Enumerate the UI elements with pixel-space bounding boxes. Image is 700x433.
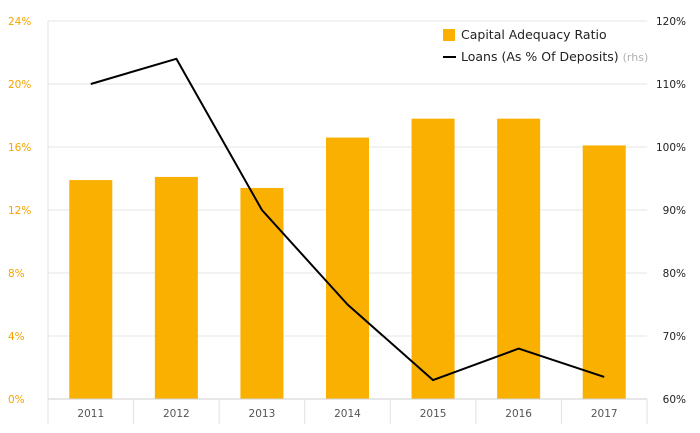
legend-label-rhs: (rhs) [623, 51, 649, 64]
y-right-tick-label: 70% [663, 331, 686, 343]
x-tick-label: 2011 [77, 408, 104, 420]
bar-series-layer [69, 118, 626, 400]
y-left-tick-label: 16% [8, 142, 31, 154]
bar-capital-adequacy-ratio [411, 118, 455, 400]
legend-label-loans-name: Loans (As % Of Deposits) [461, 49, 619, 64]
y-left-tick-label: 20% [8, 79, 31, 91]
x-tick-label: 2014 [334, 408, 361, 420]
x-tick-label: 2015 [420, 408, 447, 420]
bar-capital-adequacy-ratio [154, 176, 198, 399]
y-left-tick-label: 12% [8, 205, 31, 217]
y-left-tick-label: 4% [8, 331, 25, 343]
y-right-tick-label: 90% [663, 205, 686, 217]
bar-capital-adequacy-ratio [69, 180, 113, 399]
y-left-tick-label: 24% [8, 16, 31, 28]
y-left-tick-label: 8% [8, 268, 25, 280]
bar-capital-adequacy-ratio [582, 145, 626, 399]
x-tick-label: 2016 [505, 408, 532, 420]
y-left-tick-label: 0% [8, 394, 25, 406]
y-right-tick-label: 60% [663, 394, 686, 406]
x-tick-label: 2012 [163, 408, 190, 420]
line-series-layer [90, 57, 605, 382]
legend-swatch-capital-adequacy [443, 29, 455, 41]
legend: Capital Adequacy Ratio Loans (As % Of De… [443, 27, 648, 64]
bar-capital-adequacy-ratio [326, 137, 369, 400]
y-right-tick-label: 100% [656, 142, 686, 154]
x-tick-label: 2017 [591, 408, 618, 420]
legend-label-capital-adequacy: Capital Adequacy Ratio [461, 27, 607, 42]
y-right-tick-label: 80% [663, 268, 686, 280]
axes: 0% 4% 8% 12% 16% 20% 24% 60% 70% 80% 90% 100% 110% 12… [8, 16, 686, 424]
y-right-tick-label: 120% [656, 16, 686, 28]
bar-capital-adequacy-ratio [497, 118, 541, 400]
x-tick-label: 2013 [249, 408, 276, 420]
y-right-tick-label: 110% [656, 79, 686, 91]
legend-label-loans: Loans (As % Of Deposits) (rhs) [461, 49, 648, 64]
bar-capital-adequacy-ratio [240, 187, 284, 399]
